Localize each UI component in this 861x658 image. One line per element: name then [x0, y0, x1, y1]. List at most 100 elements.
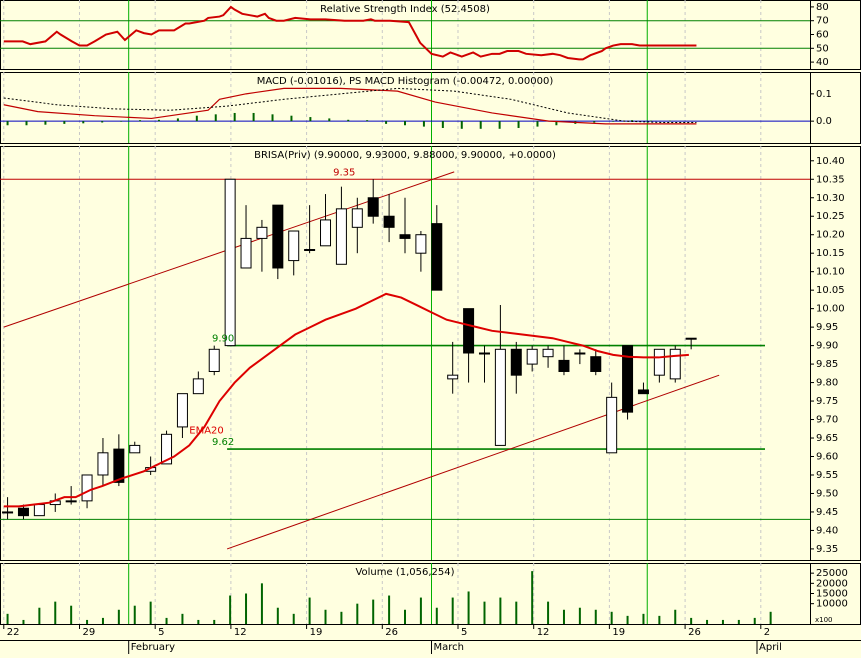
y-tick-label-price: 9.35: [816, 544, 838, 555]
y-tick-label-price: 10.25: [816, 211, 845, 222]
candle-body: [685, 337, 697, 340]
x-tick-label: 26: [688, 627, 701, 638]
rsi-line: [3, 5, 697, 61]
y-tick-label-volume: 10000: [816, 599, 848, 610]
x-tick-label: 22: [7, 627, 20, 638]
candle-body: [288, 230, 300, 262]
candle-body: [208, 348, 220, 372]
candle-body: [637, 389, 649, 395]
y-tick-label-volume: 20000: [816, 578, 848, 589]
x-tick-label: 29: [82, 627, 95, 638]
x-tick-label: 12: [537, 627, 550, 638]
y-tick-label-price: 10.10: [816, 267, 845, 278]
month-label: February: [131, 642, 175, 653]
y-tick-label-rsi: 60: [816, 30, 829, 41]
ema20-label: EMA20: [189, 426, 224, 437]
label-layer: 40 50 60 70 80 Relative Strength Index (52.45…: [3, 2, 848, 654]
panel-title-rsi: Relative Strength Index (52.4508): [320, 4, 490, 15]
x-tick-label: 19: [310, 627, 323, 638]
candle-body: [320, 219, 332, 247]
y-tick-label-rsi: 70: [816, 16, 829, 27]
candle-body: [622, 345, 634, 413]
y-tick-label-price: 9.95: [816, 322, 838, 333]
candle-body: [2, 511, 14, 514]
y-tick-label-price: 10.05: [816, 285, 845, 296]
candle-body: [415, 234, 427, 254]
candle-body: [463, 308, 475, 354]
candle-body: [65, 500, 77, 503]
y-tick-label-price: 9.60: [816, 452, 838, 463]
y-tick-label-price: 10.20: [816, 230, 845, 241]
candle-body: [176, 393, 188, 428]
y-tick-label-price: 10.30: [816, 193, 845, 204]
candle-body: [399, 234, 411, 239]
volume-unit-label: x100: [815, 616, 833, 624]
candle-body: [113, 448, 125, 483]
y-tick-label-price: 9.70: [816, 415, 838, 426]
candle-body: [494, 348, 506, 446]
price-level-label: 9.62: [212, 437, 234, 448]
candle-body: [558, 359, 570, 372]
candle-body: [606, 396, 618, 454]
y-tick-label-price: 9.80: [816, 378, 838, 389]
y-tick-label-rsi: 80: [816, 2, 829, 13]
y-tick-label-macd: 0.1: [816, 89, 832, 100]
candle-body: [653, 348, 665, 376]
y-tick-label-macd: 0.0: [816, 116, 832, 127]
y-tick-label-price: 10.40: [816, 156, 845, 167]
x-tick-label: 19: [612, 627, 625, 638]
x-tick-label: 5: [461, 627, 467, 638]
candle-body: [33, 504, 45, 517]
y-tick-label-price: 10.15: [816, 248, 845, 259]
candle-body: [97, 452, 109, 476]
candle-body: [129, 444, 141, 454]
candle-body: [542, 348, 554, 358]
candle-body: [510, 348, 522, 376]
candle-body: [272, 204, 284, 269]
month-label: March: [433, 642, 463, 653]
y-tick-label-price: 10.35: [816, 174, 845, 185]
panel-title-volume: Volume (1,056,254): [355, 567, 454, 578]
y-tick-label-price: 10.00: [816, 304, 845, 315]
x-tick-label: 2: [764, 627, 770, 638]
candle-body: [81, 474, 93, 502]
y-tick-label-price: 9.65: [816, 433, 838, 444]
candle-body: [17, 507, 29, 517]
x-tick-label: 5: [158, 627, 164, 638]
candle-body: [574, 352, 586, 355]
y-tick-label-volume: 15000: [816, 589, 848, 600]
ema20-line: [3, 292, 689, 508]
x-tick-label: 26: [385, 627, 398, 638]
y-tick-label-price: 9.50: [816, 488, 838, 499]
candle-body: [224, 178, 236, 347]
y-tick-label-price: 9.85: [816, 359, 838, 370]
candle-body: [478, 352, 490, 355]
y-tick-label-price: 9.45: [816, 507, 838, 518]
y-tick-label-rsi: 40: [816, 57, 829, 68]
y-tick-label-price: 9.55: [816, 470, 838, 481]
panel-title-macd: MACD (-0.01016), PS MACD Histogram (-0.0…: [257, 76, 554, 87]
candle-body: [351, 208, 363, 228]
candle-body: [161, 433, 173, 465]
trendline: [226, 374, 720, 550]
candle-body: [256, 226, 268, 239]
candle-body: [383, 215, 395, 228]
x-tick-label: 12: [234, 627, 247, 638]
month-label: April: [759, 642, 782, 653]
y-tick-label-price: 9.90: [816, 341, 838, 352]
price-level-label: 9.90: [212, 334, 234, 345]
y-tick-label-price: 9.75: [816, 396, 838, 407]
macd-line: [3, 87, 697, 125]
panel-title-price: BRISA(Priv) (9.90000, 9.93000, 9.88000, …: [254, 150, 556, 161]
candle-body: [431, 223, 443, 291]
candle-body: [335, 208, 347, 265]
candle-body: [669, 348, 681, 380]
candle-body: [304, 249, 316, 251]
y-tick-label-price: 9.40: [816, 525, 838, 536]
candle-body: [590, 356, 602, 372]
candle-body: [192, 378, 204, 395]
candle-body: [526, 348, 538, 365]
y-tick-label-volume: 25000: [816, 568, 848, 579]
